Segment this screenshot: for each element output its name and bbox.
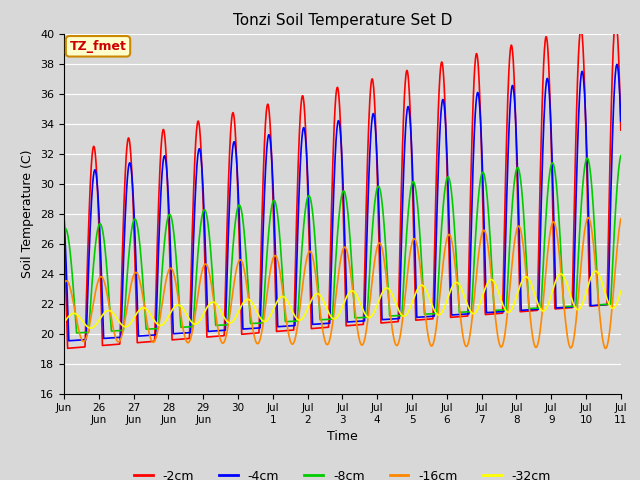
-4cm xyxy=(609,117,617,123)
-8cm xyxy=(510,180,518,186)
Line: -4cm: -4cm xyxy=(64,64,621,341)
Line: -8cm: -8cm xyxy=(64,156,621,333)
Line: -16cm: -16cm xyxy=(64,217,621,348)
-32cm xyxy=(87,325,95,331)
-4cm xyxy=(613,61,621,67)
-16cm xyxy=(60,280,68,286)
-8cm xyxy=(542,220,550,226)
Title: Tonzi Soil Temperature Set D: Tonzi Soil Temperature Set D xyxy=(233,13,452,28)
-2cm xyxy=(236,267,244,273)
-2cm xyxy=(116,340,124,346)
-2cm xyxy=(510,76,518,82)
-2cm xyxy=(612,17,620,23)
-8cm xyxy=(376,187,384,192)
-32cm xyxy=(617,288,625,294)
-32cm xyxy=(609,305,617,311)
-4cm xyxy=(236,236,244,241)
-2cm xyxy=(64,346,72,351)
-2cm xyxy=(60,227,68,233)
-16cm xyxy=(602,346,609,351)
-2cm xyxy=(617,127,625,133)
-16cm xyxy=(541,275,549,280)
Line: -2cm: -2cm xyxy=(64,20,621,348)
-4cm xyxy=(510,93,518,98)
-16cm xyxy=(236,257,244,263)
-16cm xyxy=(376,240,383,246)
-16cm xyxy=(584,215,592,220)
-32cm xyxy=(592,268,600,274)
-4cm xyxy=(60,213,68,218)
-8cm xyxy=(609,252,617,258)
-4cm xyxy=(376,244,384,250)
Line: -32cm: -32cm xyxy=(64,271,621,328)
Text: TZ_fmet: TZ_fmet xyxy=(70,40,127,53)
-32cm xyxy=(376,295,384,300)
-2cm xyxy=(542,35,550,41)
-16cm xyxy=(116,338,124,344)
-16cm xyxy=(510,244,518,250)
-4cm xyxy=(65,338,73,344)
-32cm xyxy=(510,301,518,307)
-32cm xyxy=(116,320,124,325)
-8cm xyxy=(73,330,81,336)
-32cm xyxy=(542,306,550,312)
-8cm xyxy=(116,328,124,334)
-8cm xyxy=(236,203,244,209)
X-axis label: Time: Time xyxy=(327,431,358,444)
-16cm xyxy=(609,290,617,296)
-16cm xyxy=(617,216,625,222)
-2cm xyxy=(376,284,384,289)
Legend: -2cm, -4cm, -8cm, -16cm, -32cm: -2cm, -4cm, -8cm, -16cm, -32cm xyxy=(129,465,556,480)
-2cm xyxy=(609,50,617,56)
-4cm xyxy=(116,335,124,340)
-8cm xyxy=(617,153,625,158)
-4cm xyxy=(542,86,550,92)
Y-axis label: Soil Temperature (C): Soil Temperature (C) xyxy=(22,149,35,278)
-8cm xyxy=(60,227,68,233)
-32cm xyxy=(236,306,244,312)
-4cm xyxy=(617,118,625,124)
-32cm xyxy=(60,320,68,325)
